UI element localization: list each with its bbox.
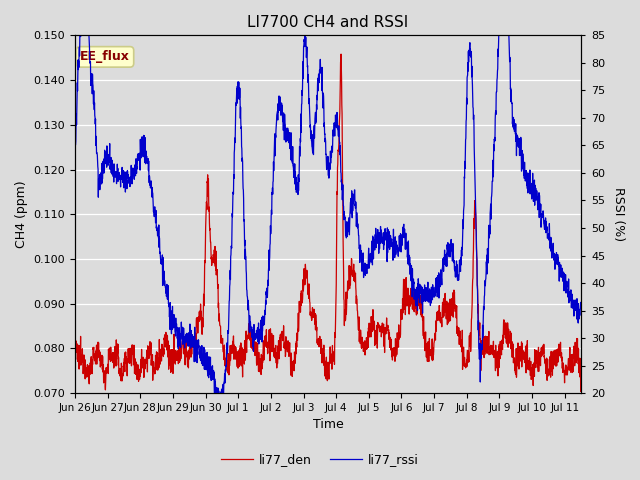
li77_den bbox=[577, 389, 584, 395]
Y-axis label: RSSI (%): RSSI (%) bbox=[612, 187, 625, 241]
Line: li77_den: li77_den bbox=[75, 54, 581, 392]
li77_rssi bbox=[71, 166, 79, 172]
li77_rssi bbox=[563, 284, 570, 290]
li77_den bbox=[97, 355, 105, 361]
li77_den bbox=[577, 356, 585, 361]
li77_den bbox=[337, 51, 345, 57]
X-axis label: Time: Time bbox=[313, 419, 344, 432]
li77_den bbox=[470, 227, 477, 232]
li77_rssi bbox=[470, 120, 478, 126]
li77_rssi bbox=[304, 72, 312, 77]
li77_rssi bbox=[563, 278, 571, 284]
li77_rssi bbox=[577, 301, 585, 307]
Legend: li77_den, li77_rssi: li77_den, li77_rssi bbox=[216, 448, 424, 471]
li77_den bbox=[563, 364, 570, 370]
Title: LI7700 CH4 and RSSI: LI7700 CH4 and RSSI bbox=[248, 15, 409, 30]
li77_rssi bbox=[97, 170, 105, 176]
li77_den bbox=[304, 286, 312, 292]
li77_rssi bbox=[317, 72, 325, 77]
li77_rssi bbox=[211, 390, 218, 396]
Text: EE_flux: EE_flux bbox=[80, 50, 130, 63]
Y-axis label: CH4 (ppm): CH4 (ppm) bbox=[15, 180, 28, 248]
li77_den bbox=[563, 371, 570, 377]
li77_den bbox=[317, 343, 325, 349]
li77_den bbox=[71, 358, 79, 363]
li77_rssi bbox=[76, 33, 84, 38]
Line: li77_rssi: li77_rssi bbox=[75, 36, 581, 393]
